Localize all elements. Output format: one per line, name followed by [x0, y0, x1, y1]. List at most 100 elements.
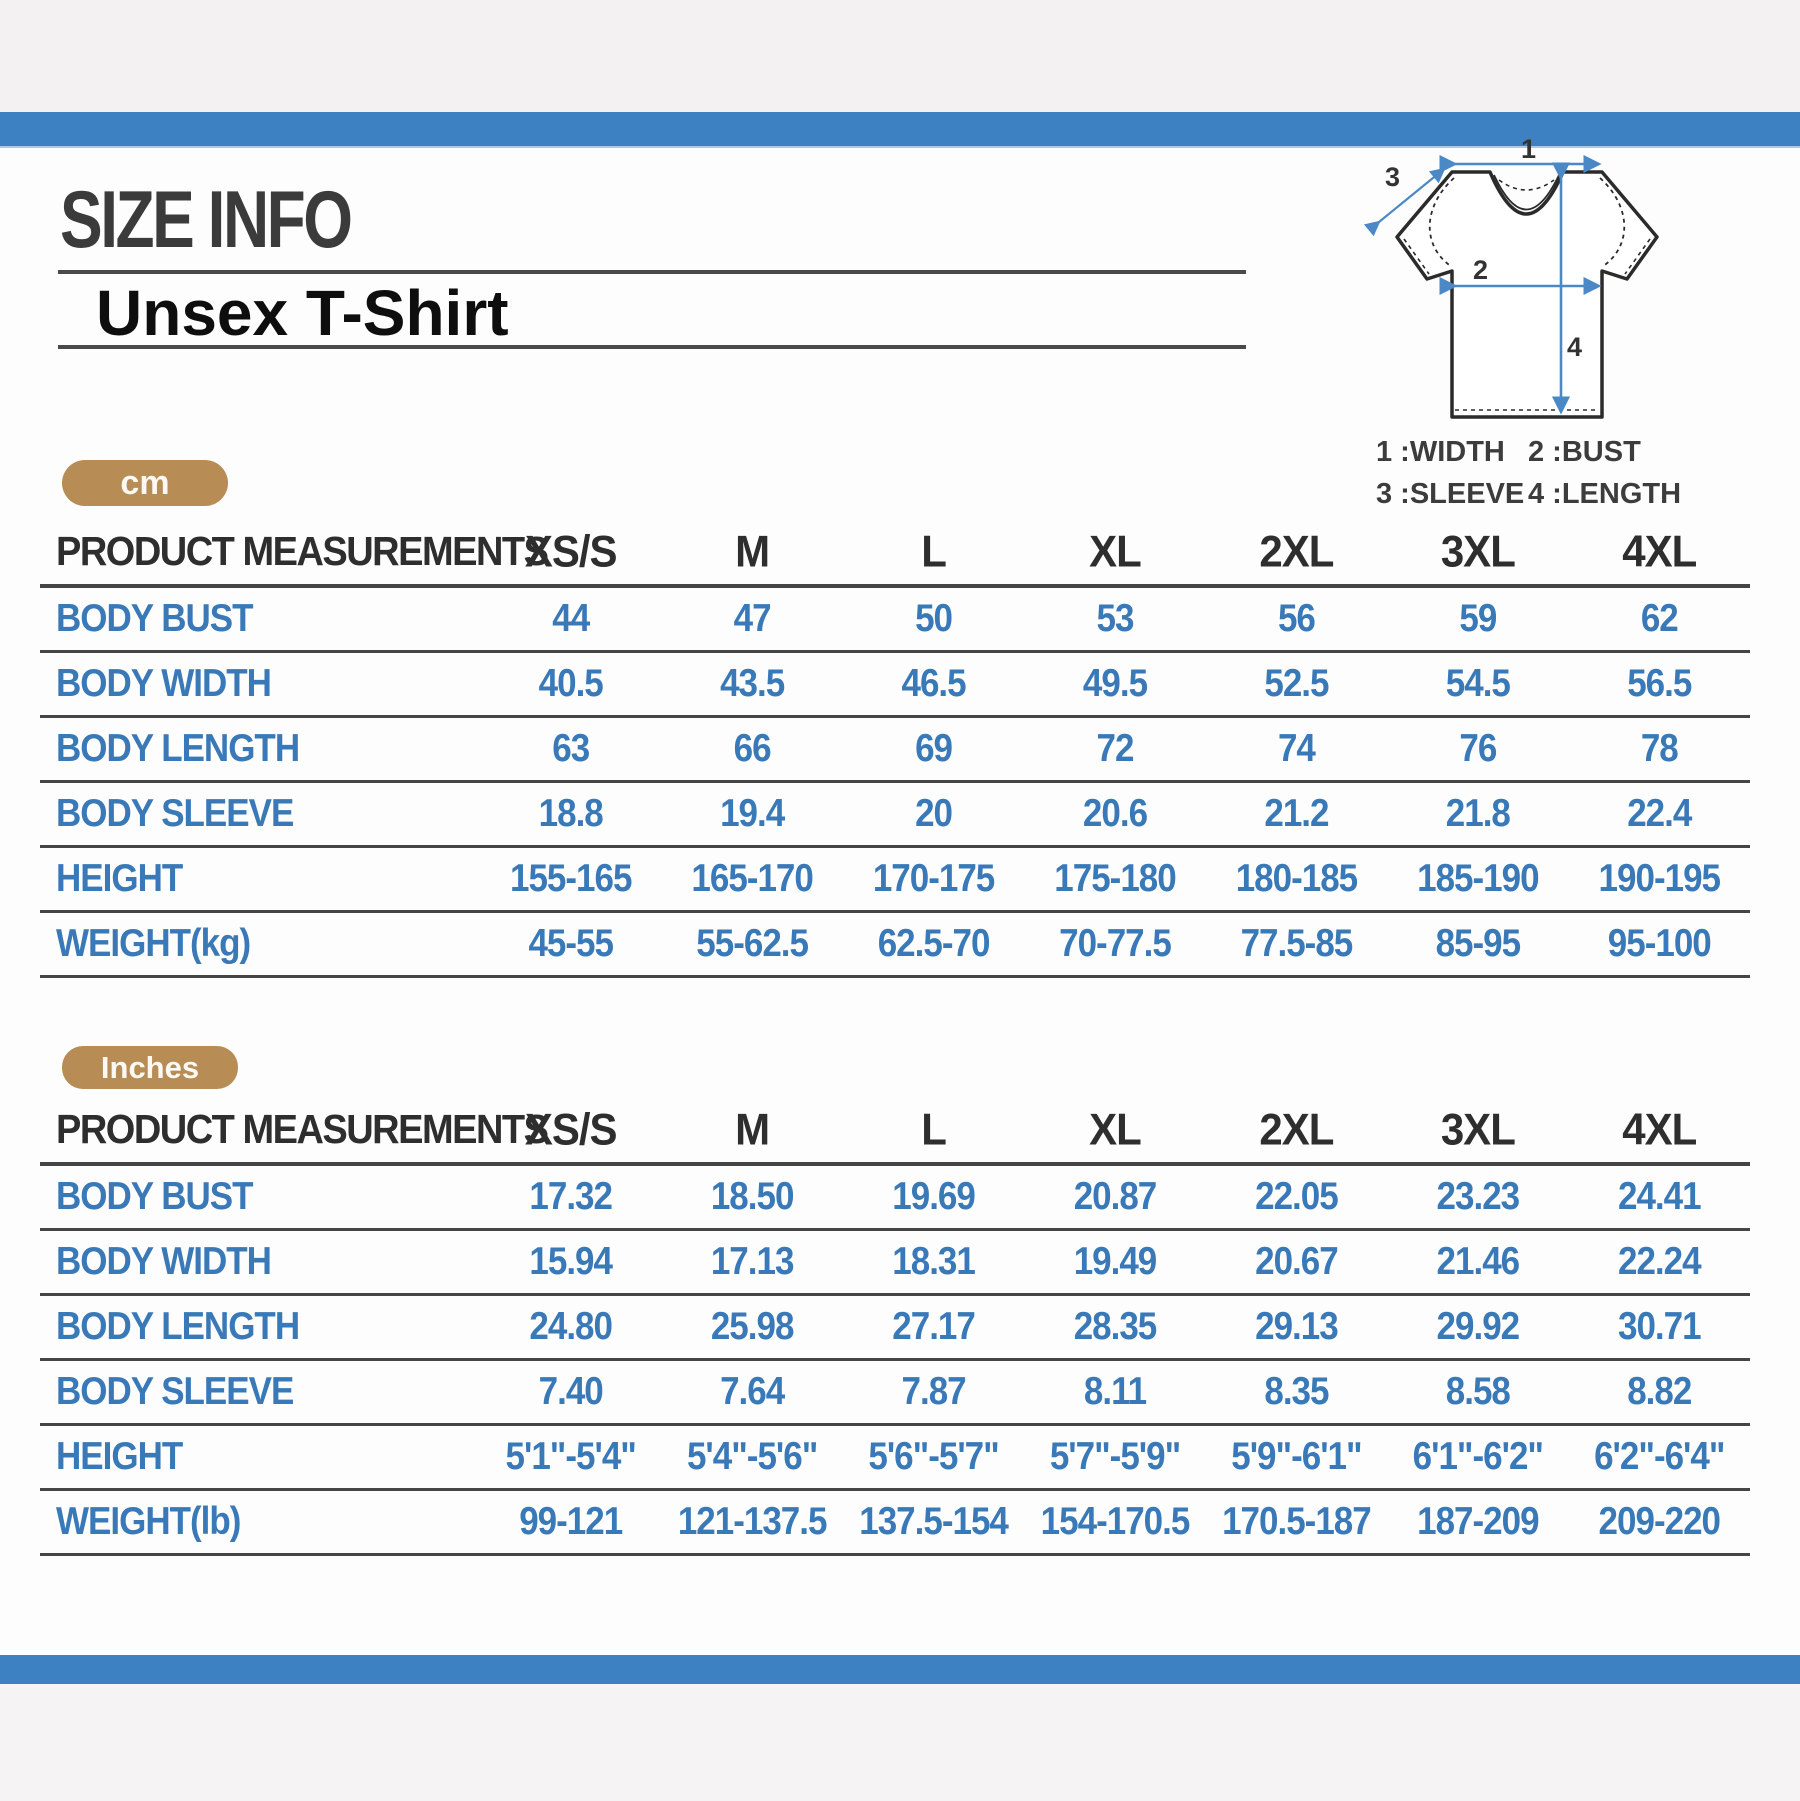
table-row: HEIGHT 5'1"-5'4" 5'4"-5'6" 5'6"-5'7" 5'7"-5'…	[40, 1426, 1750, 1491]
table-row: BODY LENGTH 63 66 69 72 74 76 78	[40, 718, 1750, 783]
size-column-header: 4XL	[1622, 526, 1697, 577]
size-column-header: 4XL	[1622, 1104, 1697, 1155]
cell-value: 45-55	[528, 922, 614, 965]
size-column-header: 3XL	[1440, 1104, 1516, 1155]
collar-inner-line	[1493, 174, 1560, 211]
table-row: BODY LENGTH 24.80 25.98 27.17 28.35 29.13 29.9…	[40, 1296, 1750, 1361]
table-row: BODY WIDTH 15.94 17.13 18.31 19.49 20.67 21.46…	[40, 1231, 1750, 1296]
cell-value: 5'1"-5'4"	[505, 1435, 637, 1478]
product-subtitle: Unsex T-Shirt	[96, 277, 509, 349]
cell-value: 19.49	[1073, 1240, 1158, 1283]
cell-value: 5'7"-5'9"	[1049, 1435, 1181, 1478]
size-column-header: L	[921, 1104, 947, 1155]
table-row: BODY WIDTH 40.5 43.5 46.5 49.5 52.5 54.5 56.5	[40, 653, 1750, 718]
cell-value: 154-170.5	[1040, 1500, 1191, 1543]
cell-value: 8.35	[1264, 1370, 1329, 1413]
cell-value: 22.4	[1627, 792, 1692, 835]
cell-value: 56	[1277, 597, 1316, 640]
measurements-column-header: PRODUCT MEASUREMENTS	[56, 1106, 549, 1153]
cell-value: 175-180	[1054, 857, 1176, 900]
cell-value: 69	[915, 727, 953, 770]
cell-value: 18.8	[538, 792, 604, 835]
cell-value: 190-195	[1598, 857, 1721, 900]
cell-value: 22.05	[1255, 1175, 1339, 1218]
cell-value: 20	[915, 792, 953, 835]
size-column-header: XS/S	[524, 1104, 618, 1155]
cell-value: 49.5	[1082, 662, 1148, 705]
row-label: BODY SLEEVE	[56, 792, 294, 835]
cell-value: 19.69	[892, 1175, 976, 1218]
size-column-header: XS/S	[524, 526, 618, 577]
cell-value: 25.98	[710, 1305, 795, 1348]
cell-value: 155-165	[509, 857, 632, 900]
cell-value: 24.41	[1617, 1175, 1702, 1218]
cell-value: 8.82	[1627, 1370, 1692, 1413]
table-row: WEIGHT(lb) 99-121 121-137.5 137.5-154 154-17…	[40, 1491, 1750, 1556]
cell-value: 20.87	[1073, 1175, 1158, 1218]
size-column-header: 2XL	[1259, 526, 1334, 577]
diagram-legend: 1 :WIDTH 2 :BUST 3 :SLEEVE 4 :LENGTH	[1376, 436, 1681, 511]
cell-value: 22.24	[1617, 1240, 1702, 1283]
table-row: HEIGHT 155-165 165-170 170-175 175-180 180-18…	[40, 848, 1750, 913]
cell-value: 170-175	[872, 857, 995, 900]
cell-value: 56.5	[1627, 662, 1692, 705]
cell-value: 78	[1640, 727, 1679, 770]
cell-value: 52.5	[1264, 662, 1329, 705]
cell-value: 7.40	[538, 1370, 604, 1413]
sleeve-arrow	[1363, 167, 1446, 237]
cell-value: 50	[915, 597, 953, 640]
cell-value: 27.17	[892, 1305, 976, 1348]
bottom-accent-bar	[0, 1655, 1800, 1684]
cell-value: 165-170	[691, 857, 813, 900]
cell-value: 30.71	[1617, 1305, 1702, 1348]
cell-value: 20.67	[1255, 1240, 1339, 1283]
cell-value: 70-77.5	[1059, 922, 1172, 965]
cell-value: 17.13	[710, 1240, 795, 1283]
legend-bust: 2 :BUST	[1528, 436, 1641, 468]
table-header-row: PRODUCT MEASUREMENTS XS/S M L XL 2XL 3XL 4XL	[40, 1098, 1750, 1166]
cell-value: 187-209	[1417, 1500, 1539, 1543]
table-row: BODY SLEEVE 18.8 19.4 20 20.6 21.2 21.8 22.4	[40, 783, 1750, 848]
measurements-column-header: PRODUCT MEASUREMENTS	[56, 528, 549, 575]
cuff-seam-right	[1624, 238, 1651, 275]
cell-value: 24.80	[529, 1305, 613, 1348]
row-label: BODY LENGTH	[56, 1305, 300, 1348]
row-label: BODY BUST	[56, 1175, 254, 1218]
cell-value: 209-220	[1598, 1500, 1721, 1543]
cell-value: 62	[1640, 597, 1679, 640]
cell-value: 74	[1277, 727, 1316, 770]
cell-value: 72	[1096, 727, 1135, 770]
sleeve-arrow-label: 3	[1385, 162, 1400, 192]
cell-value: 53	[1096, 597, 1135, 640]
cell-value: 15.94	[529, 1240, 613, 1283]
cell-value: 5'6"-5'7"	[868, 1435, 999, 1478]
cell-value: 77.5-85	[1240, 922, 1354, 965]
cell-value: 137.5-154	[859, 1500, 1009, 1543]
cell-value: 170.5-187	[1222, 1500, 1372, 1543]
legend-length: 4 :LENGTH	[1528, 478, 1682, 510]
cell-value: 5'9"-6'1"	[1231, 1435, 1362, 1478]
size-column-header: 3XL	[1440, 526, 1516, 577]
cell-value: 43.5	[720, 662, 785, 705]
cell-value: 28.35	[1073, 1305, 1158, 1348]
size-table-cm: PRODUCT MEASUREMENTS XS/S M L XL 2XL 3XL 4XL BOD…	[40, 520, 1750, 978]
cell-value: 5'4"-5'6"	[686, 1435, 818, 1478]
cell-value: 7.87	[901, 1370, 967, 1413]
cell-value: 40.5	[538, 662, 604, 705]
row-label: HEIGHT	[56, 857, 183, 900]
row-label: HEIGHT	[56, 1435, 183, 1478]
legend-sleeve: 3 :SLEEVE	[1376, 478, 1525, 510]
tshirt-measurement-diagram: 1 2 3 4	[1363, 138, 1659, 419]
cell-value: 20.6	[1082, 792, 1148, 835]
size-column-header: XL	[1089, 1104, 1142, 1155]
cell-value: 47	[733, 597, 772, 640]
size-column-header: XL	[1089, 526, 1142, 577]
cell-value: 46.5	[901, 662, 967, 705]
table-row: BODY BUST 44 47 50 53 56 59 62	[40, 588, 1750, 653]
cell-value: 6'2"-6'4"	[1594, 1435, 1725, 1478]
table-row: BODY BUST 17.32 18.50 19.69 20.87 22.05 23.23 2…	[40, 1166, 1750, 1231]
cell-value: 54.5	[1445, 662, 1511, 705]
cell-value: 17.32	[529, 1175, 613, 1218]
cell-value: 18.31	[892, 1240, 976, 1283]
size-table-inches: PRODUCT MEASUREMENTS XS/S M L XL 2XL 3XL 4XL BOD…	[40, 1098, 1750, 1556]
